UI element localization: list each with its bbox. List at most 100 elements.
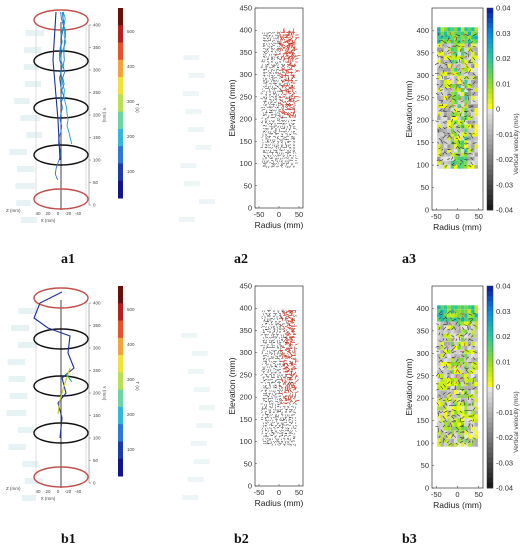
ghost-mark: [8, 444, 26, 450]
vector-arrow: [276, 363, 279, 366]
velocity-cell: [440, 59, 444, 64]
vector-arrow: [468, 49, 471, 53]
velocity-cell: [457, 140, 461, 145]
vector-arrow: [261, 406, 264, 409]
vector-arrow: [268, 347, 272, 349]
vector-arrow: [455, 84, 459, 87]
velocity-cell: [457, 156, 461, 161]
vector-arrow: [457, 369, 461, 374]
velocity-cell: [467, 361, 472, 366]
velocity-cell: [460, 120, 465, 125]
vector-arrow: [468, 403, 471, 406]
velocity-cell: [474, 321, 478, 326]
vector-arrow: [276, 329, 278, 332]
vector-arrow: [438, 137, 442, 142]
vector-arrow: [278, 43, 281, 46]
vector-arrow: [290, 422, 294, 425]
vector-arrow: [288, 88, 292, 90]
velocity-cell: [464, 438, 468, 443]
velocity-cell: [450, 438, 455, 443]
vector-arrow: [466, 94, 469, 97]
velocity-cell: [454, 442, 458, 447]
vector-arrow: [282, 89, 288, 92]
velocity-cell: [467, 442, 472, 447]
ghost-mark: [7, 359, 26, 365]
velocity-cell: [437, 317, 441, 322]
colorbar-segment: [487, 462, 493, 469]
vector-arrow: [266, 80, 268, 84]
velocity-cell: [437, 378, 441, 383]
vector-arrow: [265, 392, 268, 396]
vector-arrow: [267, 138, 270, 141]
velocity-cell: [471, 325, 475, 330]
velocity-cell: [457, 309, 461, 314]
vector-arrow: [463, 135, 465, 139]
vector-arrow: [286, 438, 290, 440]
vector-arrow: [451, 365, 455, 368]
velocity-cell: [471, 35, 475, 40]
vector-arrow: [277, 40, 280, 43]
velocity-cell: [447, 47, 451, 52]
velocity-cell: [457, 83, 461, 88]
velocity-cell: [474, 325, 478, 330]
vector-arrow: [294, 430, 297, 432]
velocity-cell: [474, 108, 478, 113]
vector-arrow: [270, 109, 273, 112]
vector-arrow: [261, 323, 264, 326]
velocity-cell: [450, 386, 455, 391]
velocity-cell: [460, 152, 465, 157]
vector-arrow: [274, 53, 276, 57]
velocity-cell: [460, 317, 465, 322]
vector-arrow: [268, 438, 271, 441]
ghost-mark: [9, 149, 27, 155]
velocity-cell: [467, 132, 472, 137]
vector-arrow: [292, 350, 294, 353]
vector-arrow: [289, 154, 292, 157]
velocity-cell: [460, 31, 465, 36]
velocity-cell: [471, 313, 475, 318]
vector-arrow: [274, 398, 277, 400]
velocity-cell: [474, 83, 478, 88]
velocity-cell: [447, 430, 451, 435]
velocity-cell: [457, 349, 461, 354]
vector-arrow: [276, 136, 279, 139]
vector-arrow: [451, 344, 456, 347]
velocity-cell: [464, 116, 468, 121]
vector-arrow: [276, 318, 279, 321]
colorbar-segment: [487, 184, 493, 191]
vector-arrow: [278, 138, 282, 141]
velocity-cell: [450, 79, 455, 84]
vector-arrow: [280, 47, 284, 52]
velocity-cell: [443, 67, 448, 72]
ghost-mark: [196, 423, 213, 428]
vector-arrow: [278, 120, 281, 122]
velocity-cell: [440, 43, 444, 48]
vector-arrow: [291, 157, 294, 159]
velocity-cell: [460, 96, 465, 100]
vector-arrow: [464, 442, 467, 445]
vector-arrow: [268, 432, 271, 435]
vector-arrow: [465, 367, 469, 371]
velocity-cell: [457, 71, 461, 76]
vector-arrow: [438, 40, 444, 42]
velocity-cell: [474, 349, 478, 354]
vector-arrow: [292, 414, 296, 416]
vector-arrow: [472, 76, 476, 80]
vector-arrow: [448, 322, 452, 325]
velocity-cell: [440, 132, 444, 137]
x-tick-label: 0: [57, 211, 60, 216]
vector-arrow: [453, 121, 457, 125]
velocity-cell: [457, 317, 461, 322]
ghost-mark: [8, 376, 26, 382]
vector-arrow: [268, 157, 272, 160]
vector-arrow: [277, 438, 280, 441]
vector-arrow: [465, 393, 469, 395]
vector-arrow: [278, 424, 281, 428]
vector-arrow: [468, 132, 473, 135]
vector-arrow: [462, 82, 465, 85]
velocity-cell: [467, 406, 472, 411]
vector-arrow: [280, 141, 283, 144]
velocity-cell: [471, 357, 475, 362]
vector-arrow: [264, 117, 266, 121]
vector-field: [260, 28, 301, 169]
